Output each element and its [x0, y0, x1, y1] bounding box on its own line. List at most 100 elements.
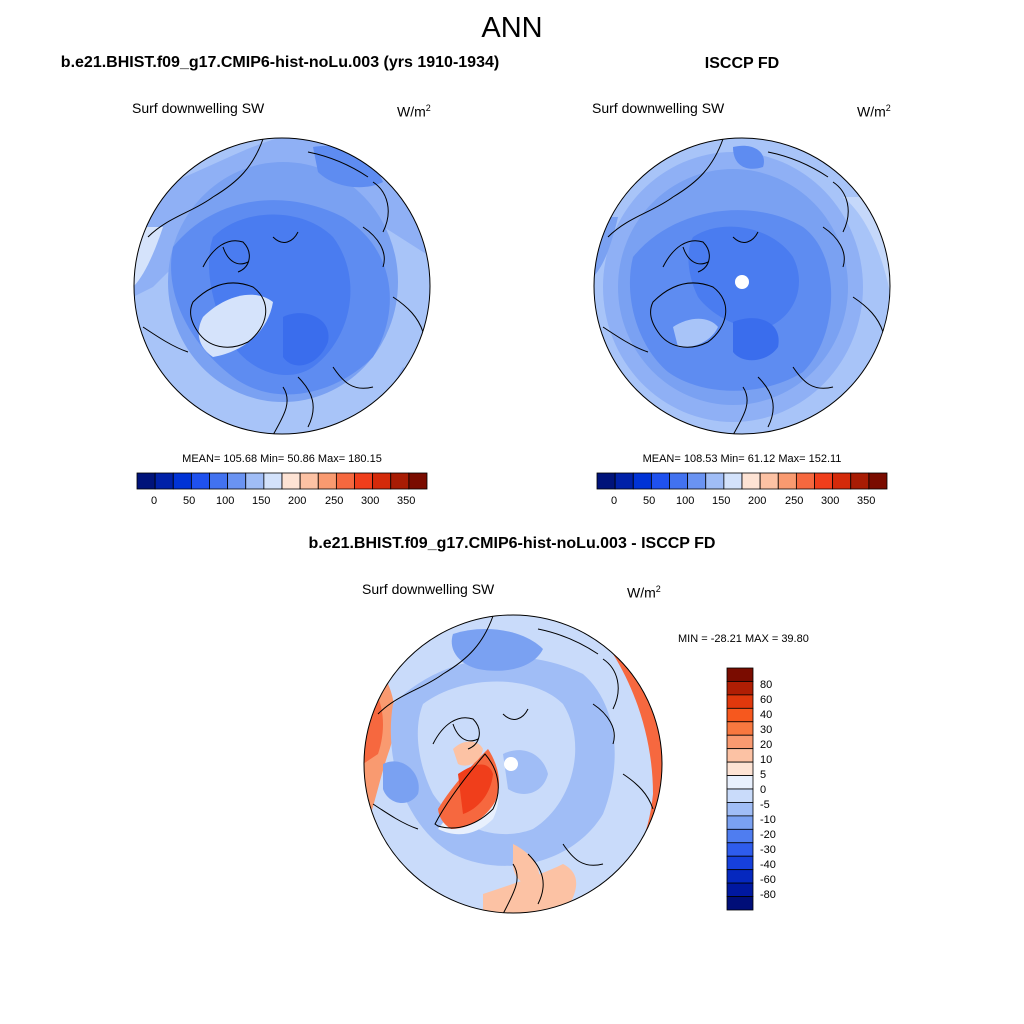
colorbar-label: 10: [760, 754, 773, 766]
colorbar-swatch: [317, 472, 337, 490]
colorbar-swatch: [759, 472, 779, 490]
colorbar-swatch: [687, 472, 707, 490]
colorbar-label: 5: [760, 769, 767, 781]
colorbar-swatch: [795, 472, 815, 490]
colorbar-swatch: [154, 472, 174, 490]
colorbar-swatch: [299, 472, 319, 490]
colorbar-swatch: [372, 472, 392, 490]
colorbar-swatch: [868, 472, 888, 490]
colorbar-tick: 50: [643, 495, 656, 507]
colorbar-swatch: [650, 472, 670, 490]
colorbar-label: -40: [760, 859, 776, 871]
panel2-title: ISCCP FD: [704, 55, 780, 72]
colorbar-label: -80: [760, 889, 776, 901]
colorbar-tick: 0: [611, 495, 618, 507]
colorbar-swatch: [726, 828, 754, 844]
colorbar-tick: 150: [252, 495, 271, 507]
colorbar-label: 30: [760, 724, 773, 736]
colorbar-tick: 250: [785, 495, 804, 507]
panel3-title: b.e21.BHIST.f09_g17.CMIP6-hist-noLu.003 …: [308, 535, 716, 552]
colorbar-tick: 250: [325, 495, 344, 507]
colorbar-swatch: [726, 721, 754, 736]
colorbar-swatch: [726, 802, 754, 817]
colorbar-tick: 0: [151, 495, 158, 507]
colorbar-swatch: [741, 472, 761, 490]
colorbar-swatch: [705, 472, 725, 490]
colorbar-swatch: [209, 472, 229, 490]
colorbar-swatch: [726, 788, 754, 803]
colorbar-label: -20: [760, 829, 776, 841]
colorbar-swatch: [726, 882, 754, 897]
colorbar-swatch: [726, 748, 754, 763]
colorbar-swatch: [726, 855, 754, 871]
colorbar-swatch: [669, 472, 689, 490]
colorbar-tick: 150: [712, 495, 731, 507]
colorbar-tick: 300: [361, 495, 380, 507]
colorbar-swatch: [726, 734, 754, 750]
panel3-variable-label: Surf downwelling SW: [362, 581, 495, 597]
colorbar-tick: 300: [821, 495, 840, 507]
panel1-variable-label: Surf downwelling SW: [132, 100, 265, 116]
colorbar-label: 80: [760, 679, 773, 691]
panel2-map: [593, 137, 891, 435]
colorbar-swatch: [850, 472, 870, 490]
panel1-units-label: W/m2: [397, 103, 431, 120]
colorbar-swatch: [726, 761, 754, 776]
panel1-stats: MEAN= 105.68 Min= 50.86 Max= 180.15: [182, 453, 382, 465]
colorbar-tick: 50: [183, 495, 196, 507]
panel2-colorbar: [596, 472, 888, 490]
colorbar-swatch: [814, 472, 834, 490]
panel3-units-label: W/m2: [627, 584, 661, 601]
panel1-colorbar: [136, 472, 428, 490]
colorbar-swatch: [726, 815, 754, 830]
colorbar-swatch: [596, 472, 616, 490]
colorbar-swatch: [723, 472, 743, 490]
colorbar-swatch: [726, 842, 754, 857]
panel2-stats: MEAN= 108.53 Min= 61.12 Max= 152.11: [642, 453, 842, 465]
colorbar-tick: 350: [857, 495, 876, 507]
colorbar-swatch: [335, 472, 355, 490]
colorbar-swatch: [390, 472, 410, 490]
panel2-units-label: W/m2: [857, 103, 891, 120]
colorbar-swatch: [245, 472, 265, 490]
colorbar-swatch: [726, 869, 754, 884]
panel2-variable-label: Surf downwelling SW: [592, 100, 725, 116]
colorbar-swatch: [172, 472, 192, 490]
panel1-map: [133, 137, 431, 435]
colorbar-swatch: [190, 472, 210, 490]
panel3-colorbar-labels: 80 60 40 30 20 10 5 0 -5 -10 -20 -30 -40…: [760, 668, 800, 910]
colorbar-swatch: [614, 472, 634, 490]
colorbar-swatch: [726, 667, 754, 682]
colorbar-label: -30: [760, 844, 776, 856]
colorbar-tick: 100: [676, 495, 695, 507]
colorbar-tick: 350: [397, 495, 416, 507]
colorbar-tick: 200: [288, 495, 307, 507]
colorbar-swatch: [263, 472, 283, 490]
colorbar-swatch: [726, 707, 754, 723]
panel1-title: b.e21.BHIST.f09_g17.CMIP6-hist-noLu.003 …: [60, 54, 500, 71]
colorbar-swatch: [227, 472, 247, 490]
colorbar-swatch: [136, 472, 156, 490]
colorbar-label: 0: [760, 784, 767, 796]
colorbar-swatch: [354, 472, 374, 490]
panel3-stats: MIN = -28.21 MAX = 39.80: [678, 633, 809, 645]
panel3-map: [363, 614, 663, 914]
colorbar-label: -5: [760, 799, 770, 811]
colorbar-label: -10: [760, 814, 776, 826]
colorbar-swatch: [777, 472, 797, 490]
colorbar-swatch: [632, 472, 652, 490]
main-title: ANN: [481, 12, 543, 44]
colorbar-swatch: [726, 694, 754, 709]
colorbar-label: 60: [760, 694, 773, 706]
colorbar-label: 40: [760, 709, 773, 721]
colorbar-swatch: [726, 775, 754, 790]
colorbar-swatch: [726, 896, 754, 911]
colorbar-swatch: [281, 472, 301, 490]
colorbar-tick: 200: [748, 495, 767, 507]
panel3-colorbar: [726, 667, 754, 911]
colorbar-swatch: [408, 472, 428, 490]
panel1-colorbar-ticks: 0 50 100 150 200 250 300 350: [137, 495, 427, 509]
colorbar-tick: 100: [216, 495, 235, 507]
colorbar-swatch: [726, 681, 754, 696]
colorbar-label: -60: [760, 874, 776, 886]
